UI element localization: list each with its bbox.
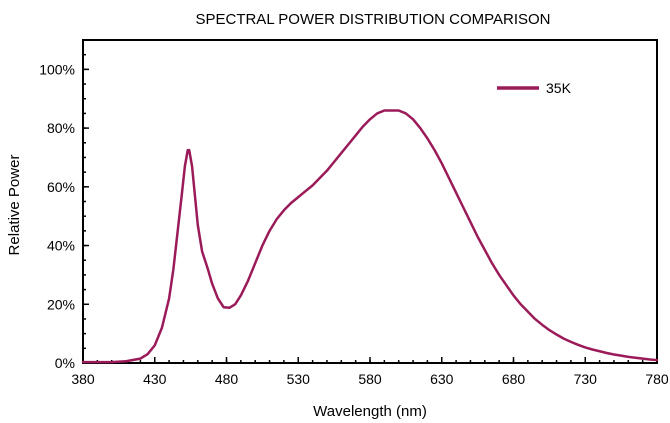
x-tick-label: 780 — [645, 371, 669, 387]
x-tick-label: 580 — [358, 371, 382, 387]
y-tick-label: 20% — [47, 296, 75, 312]
y-tick-label: 60% — [47, 179, 75, 195]
legend-label: 35K — [546, 80, 572, 96]
x-tick-label: 630 — [430, 371, 454, 387]
y-tick-label: 40% — [47, 238, 75, 254]
y-tick-label: 80% — [47, 120, 75, 136]
y-tick-label: 0% — [55, 355, 75, 371]
y-tick-label: 100% — [39, 61, 75, 77]
y-axis-label: Relative Power — [6, 155, 23, 256]
x-tick-label: 380 — [71, 371, 95, 387]
x-axis: 380 430 480 530 580 630 680 730 780 — [71, 357, 669, 387]
legend: 35K — [497, 80, 572, 96]
x-tick-label: 730 — [574, 371, 598, 387]
x-tick-label: 430 — [143, 371, 167, 387]
x-tick-label: 680 — [502, 371, 526, 387]
series-line-35K — [81, 109, 659, 364]
x-axis-label: Wavelength (nm) — [313, 403, 427, 420]
series-layer — [81, 109, 659, 364]
x-tick-label: 530 — [287, 371, 311, 387]
x-tick-label: 480 — [215, 371, 239, 387]
chart-title: SPECTRAL POWER DISTRIBUTION COMPARISON — [195, 11, 550, 28]
y-axis: 0% 20% 40% 60% 80% 100% — [39, 61, 89, 371]
